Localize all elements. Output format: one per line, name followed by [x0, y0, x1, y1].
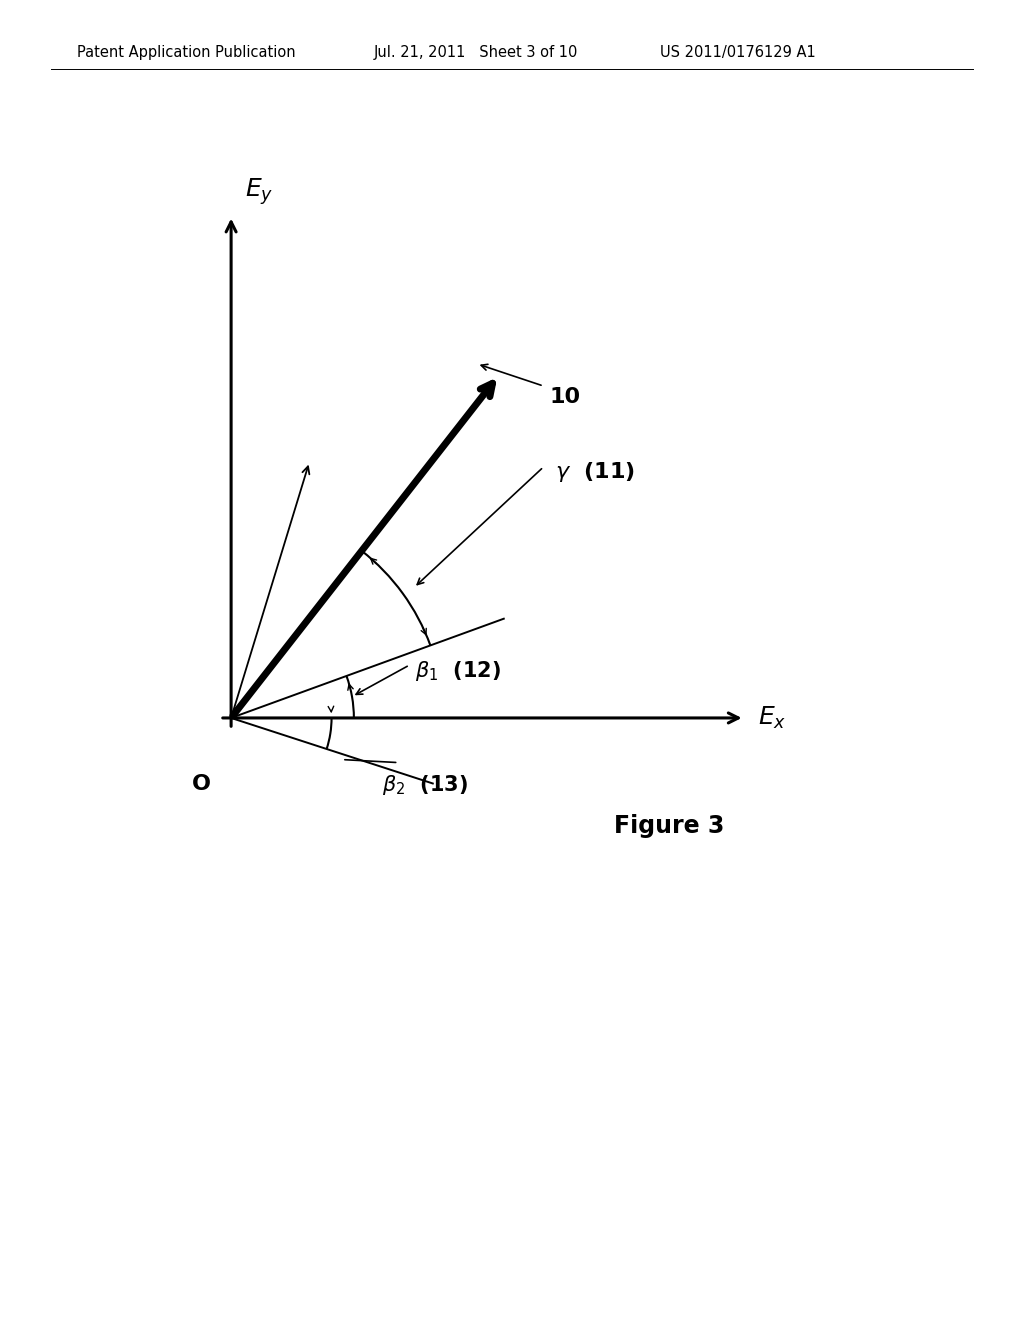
Text: $\gamma$  (11): $\gamma$ (11): [555, 461, 635, 484]
Text: Figure 3: Figure 3: [614, 814, 725, 838]
Text: O: O: [193, 774, 211, 793]
Text: Jul. 21, 2011   Sheet 3 of 10: Jul. 21, 2011 Sheet 3 of 10: [374, 45, 579, 59]
Text: 10: 10: [549, 387, 581, 408]
Text: US 2011/0176129 A1: US 2011/0176129 A1: [660, 45, 816, 59]
Text: $\mathit{E}_y$: $\mathit{E}_y$: [245, 177, 273, 207]
Text: Patent Application Publication: Patent Application Publication: [77, 45, 296, 59]
Text: $\beta_2$  (13): $\beta_2$ (13): [382, 774, 468, 797]
Text: $\mathit{E}_x$: $\mathit{E}_x$: [759, 705, 786, 731]
Text: $\beta_1$  (12): $\beta_1$ (12): [416, 659, 502, 682]
